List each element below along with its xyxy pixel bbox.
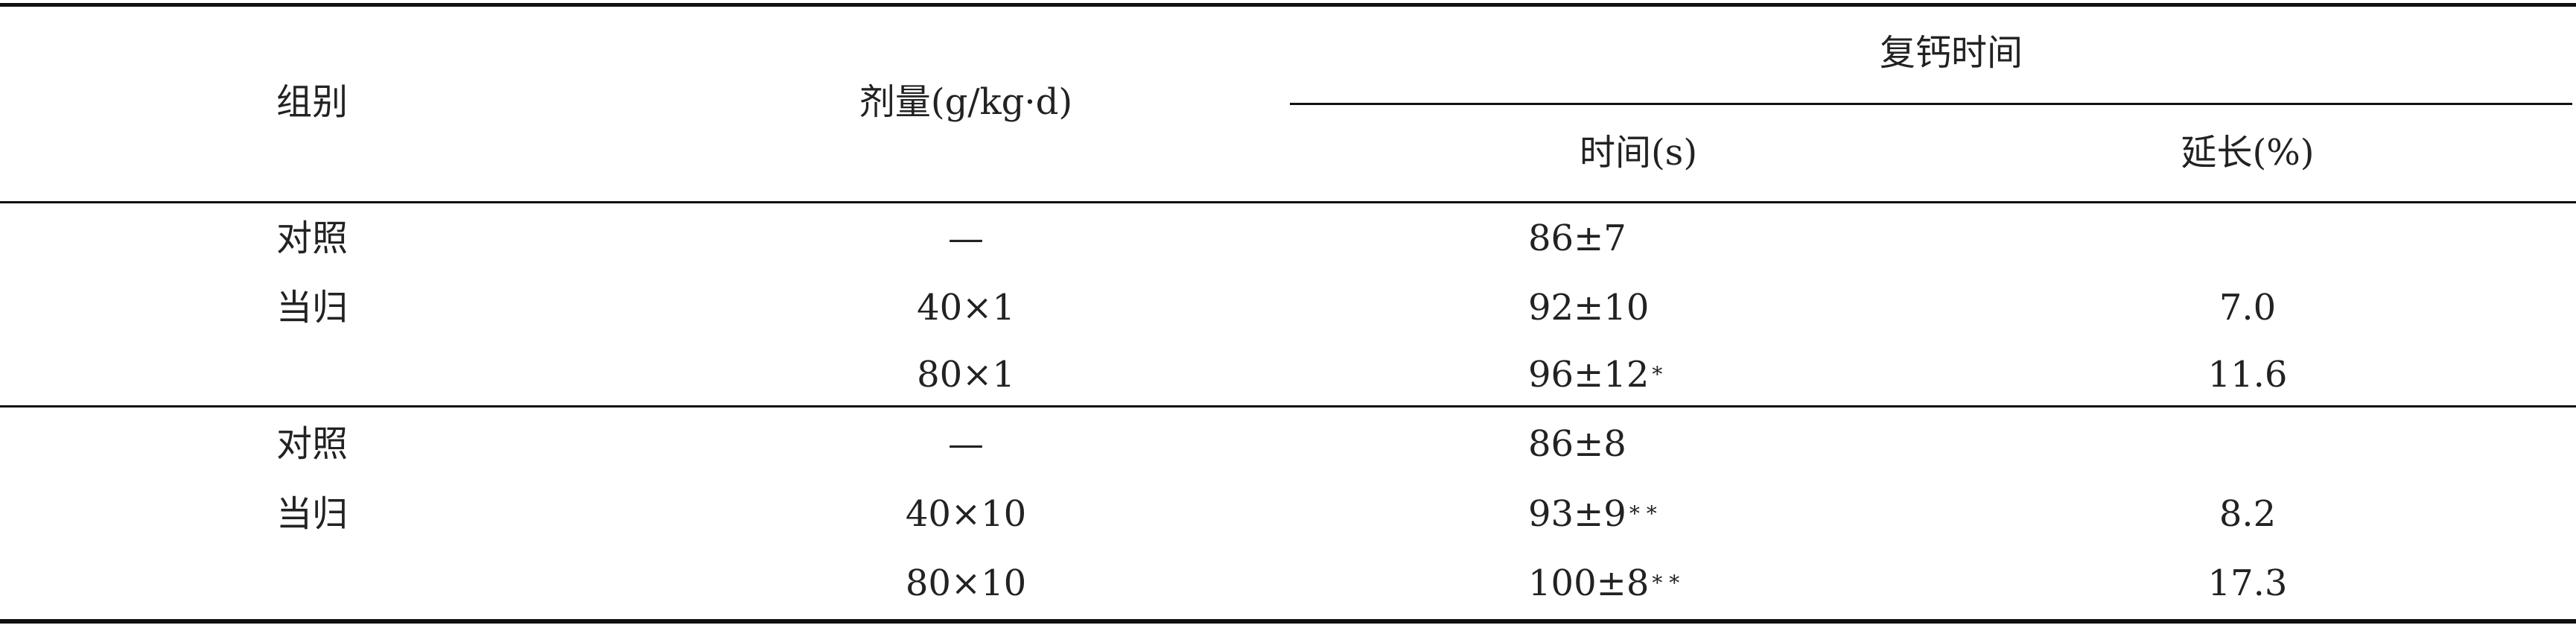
cell: 92±10	[1528, 290, 1649, 326]
rule	[1290, 103, 2572, 105]
cell-text: 96±12	[1528, 354, 1650, 396]
cell-text: 40×1	[917, 287, 1015, 329]
header-cell: 复钙时间	[1879, 32, 2023, 74]
cell-text: 当归	[276, 287, 349, 329]
cell: 86±8	[1528, 426, 1626, 462]
cell-text: 86±7	[1528, 218, 1626, 259]
cell-text: 8.2	[2219, 493, 2277, 535]
cell-text: —	[948, 218, 984, 259]
cell-text: 100±8	[1528, 562, 1650, 604]
cell: 93±9 * *	[1528, 496, 1657, 532]
cell-text: 对照	[276, 218, 349, 259]
cell-text: 17.3	[2207, 562, 2288, 604]
cell-text: * *	[1652, 571, 1680, 595]
cell-text: * *	[1629, 501, 1657, 526]
rule	[0, 201, 2576, 203]
cell-text: 对照	[276, 423, 349, 465]
cell: 96±12 *	[1528, 357, 1662, 393]
cell-text: 40×10	[905, 493, 1027, 535]
cell-text: 7.0	[2219, 287, 2277, 329]
cell-text: 11.6	[2207, 354, 2288, 396]
rule	[0, 405, 2576, 407]
rule	[0, 3, 2576, 7]
header-cell: 剂量(g/kg·d)	[859, 81, 1073, 123]
cell: 100±8 * *	[1528, 565, 1679, 601]
rule	[0, 619, 2576, 624]
cell-text: 80×10	[905, 562, 1027, 604]
cell-text: —	[948, 423, 984, 465]
cell-text: 80×1	[917, 354, 1015, 396]
header-cell: 延长(%)	[2181, 132, 2315, 174]
cell-text: 当归	[276, 493, 349, 535]
cell-text: 93±9	[1528, 493, 1626, 535]
cell: 86±7	[1528, 221, 1626, 256]
cell-text: *	[1652, 362, 1663, 387]
header-cell: 时间(s)	[1579, 132, 1698, 174]
cell-text: 86±8	[1528, 423, 1626, 465]
header-cell: 组别	[276, 81, 349, 123]
cell-text: 92±10	[1528, 287, 1650, 329]
